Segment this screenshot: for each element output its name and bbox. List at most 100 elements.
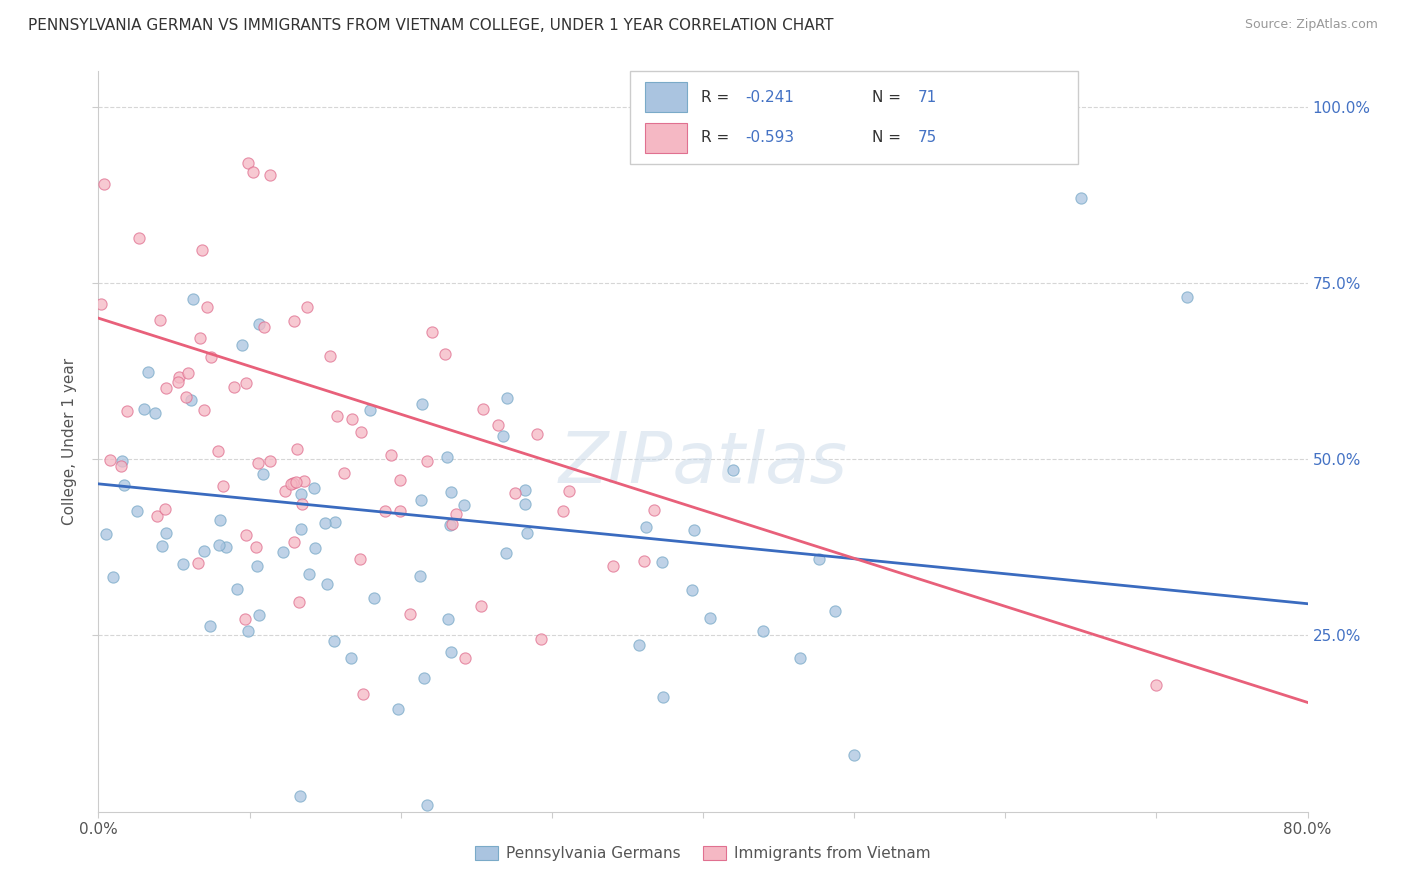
Point [374,504,396,518]
Text: R =: R = [700,90,734,104]
Point [322,633,344,648]
Point [155,525,177,540]
Point [169,369,191,384]
FancyBboxPatch shape [645,123,688,153]
Text: -0.593: -0.593 [745,130,794,145]
Point [416,797,439,812]
Text: 75: 75 [918,130,938,145]
Point [149,312,172,326]
Point [633,554,655,568]
Point [150,539,173,553]
Point [651,555,673,569]
Point [440,645,463,659]
Point [253,319,276,334]
Point [90,296,112,310]
Point [180,393,202,408]
Point [326,409,349,423]
Text: ZIPatlas: ZIPatlas [558,429,848,499]
Point [246,456,269,470]
Point [363,591,385,605]
Point [380,448,402,462]
Point [682,523,704,537]
FancyBboxPatch shape [645,82,688,112]
Point [433,347,456,361]
Point [98,453,121,467]
Point [290,497,312,511]
Point [789,651,811,665]
Point [359,403,381,417]
Point [530,632,553,646]
Point [235,527,257,541]
Point [314,516,336,530]
Point [340,411,363,425]
Point [283,314,305,328]
Point [440,517,463,532]
Text: Source: ZipAtlas.com: Source: ZipAtlas.com [1244,18,1378,31]
Point [627,639,650,653]
Point [193,402,215,417]
Point [304,541,326,556]
Point [470,599,492,614]
Point [235,376,257,391]
Point [416,454,439,468]
Point [101,570,124,584]
Point [290,522,312,536]
Point [211,479,233,493]
Text: R =: R = [700,130,734,145]
Point [302,481,325,495]
Point [94,527,117,541]
FancyBboxPatch shape [630,71,1078,164]
Point [387,702,409,716]
Point [699,611,721,625]
Point [398,607,420,621]
Point [146,509,169,524]
Point [193,544,215,558]
Point [208,538,231,552]
Point [233,612,256,626]
Point [115,404,138,418]
Point [207,443,229,458]
Point [496,391,519,405]
Point [174,390,197,404]
Text: N =: N = [872,90,905,104]
Point [236,624,259,639]
Point [807,552,830,566]
Point [1144,678,1167,692]
Point [125,504,148,518]
Point [128,230,150,244]
Point [134,402,156,417]
Point [409,492,432,507]
Text: -0.241: -0.241 [745,90,794,104]
Point [259,454,281,468]
Point [513,483,536,497]
Y-axis label: College, Under 1 year: College, Under 1 year [62,358,77,525]
Point [409,569,432,583]
Point [249,608,271,623]
Point [349,551,371,566]
Point [247,317,270,331]
Point [643,503,665,517]
Point [222,380,245,394]
Point [167,376,190,390]
Point [602,558,624,573]
Point [283,534,305,549]
Point [503,486,526,500]
Point [440,484,463,499]
Point [181,292,204,306]
Point [280,477,302,491]
Point [155,502,177,516]
Point [245,540,267,554]
Legend: Pennsylvania Germans, Immigrants from Vietnam: Pennsylvania Germans, Immigrants from Vi… [470,839,936,867]
Point [316,577,339,591]
Point [352,687,374,701]
Point [290,487,312,501]
Point [188,331,211,345]
Point [553,503,575,517]
Point [136,365,159,379]
Point [200,619,222,633]
Point [231,338,253,352]
Point [226,582,249,596]
Point [516,525,538,540]
Point [323,515,346,529]
Point [444,507,467,521]
